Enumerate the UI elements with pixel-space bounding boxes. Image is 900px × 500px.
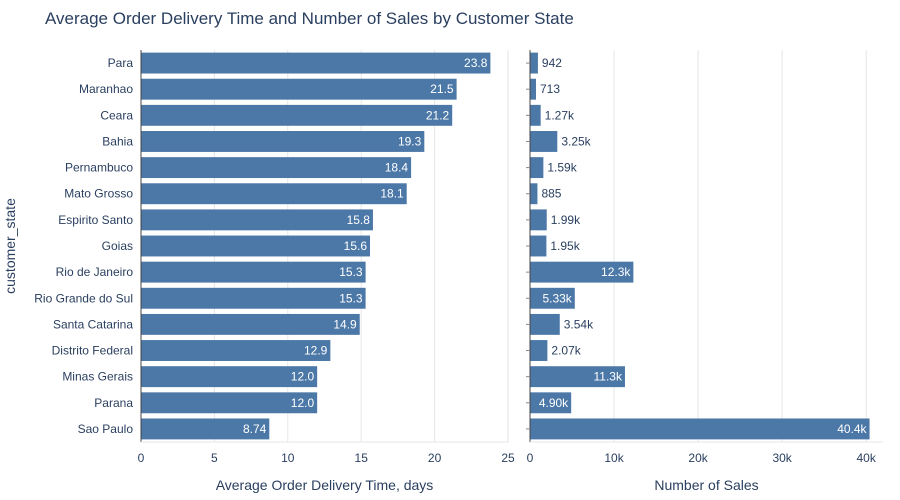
bar-value-label: 11.3k (594, 370, 623, 384)
bar-delivery-time (141, 261, 366, 283)
bar-value-label: 1.59k (547, 161, 577, 175)
bar-sales (530, 235, 547, 257)
bar-delivery-time (141, 209, 373, 231)
bar-sales (530, 313, 560, 335)
bar-value-label: 3.25k (561, 134, 591, 148)
x-tick-label: 25 (501, 451, 515, 465)
bar-value-label: 8.74 (243, 422, 267, 436)
y-tick-label: Goias (102, 239, 133, 253)
bar-sales (530, 52, 538, 74)
x-tick-label: 20k (688, 451, 708, 465)
bar-delivery-time (141, 418, 270, 440)
bar-value-label: 12.3k (601, 265, 631, 279)
y-tick-label: Rio Grande do Sul (34, 291, 133, 305)
bar-value-label: 21.5 (430, 82, 454, 96)
bar-value-label: 18.4 (385, 161, 409, 175)
bar-value-label: 1.95k (550, 239, 580, 253)
y-tick-label: Mato Grosso (64, 187, 133, 201)
bar-delivery-time (141, 104, 453, 126)
x-tick-label: 40k (857, 451, 877, 465)
bar-sales (530, 392, 572, 414)
bar-value-label: 15.3 (339, 265, 363, 279)
bar-value-label: 1.99k (551, 213, 581, 227)
y-tick-label: Pernambuco (65, 161, 133, 175)
bar-value-label: 15.8 (347, 213, 371, 227)
bar-sales (530, 418, 870, 440)
bar-delivery-time (141, 78, 457, 100)
bar-value-label: 23.8 (464, 56, 488, 70)
y-tick-label: Ceara (100, 108, 133, 122)
y-tick-label: Rio de Janeiro (56, 265, 134, 279)
bar-delivery-time (141, 157, 412, 179)
bar-sales (530, 287, 575, 309)
x-tick-label: 5 (211, 451, 218, 465)
y-tick-label: Para (108, 56, 134, 70)
x-tick-label: 0 (527, 451, 534, 465)
x-tick-label: 20 (428, 451, 442, 465)
bar-delivery-time (141, 131, 425, 152)
bar-value-label: 14.9 (333, 317, 357, 331)
x-tick-label: 30k (772, 451, 792, 465)
y-tick-label: Sao Paulo (78, 422, 134, 436)
y-tick-label: Espirito Santo (58, 213, 133, 227)
bar-value-label: 21.2 (426, 108, 450, 122)
bar-sales (530, 183, 538, 205)
y-tick-label: Parana (94, 396, 133, 410)
bar-value-label: 5.33k (542, 291, 572, 305)
bar-delivery-time (141, 183, 407, 205)
bar-delivery-time (141, 340, 331, 361)
bar-value-label: 40.4k (837, 422, 867, 436)
bar-value-label: 18.1 (380, 187, 404, 201)
bar-value-label: 12.0 (291, 396, 315, 410)
x-axis-title: Average Order Delivery Time, days (216, 477, 434, 493)
y-tick-label: Minas Gerais (62, 370, 133, 384)
x-axis-title: Number of Sales (654, 477, 758, 493)
bar-value-label: 15.3 (339, 291, 363, 305)
bar-value-label: 2.07k (551, 344, 581, 358)
bar-delivery-time (141, 52, 491, 74)
bar-value-label: 885 (541, 187, 561, 201)
bar-value-label: 15.6 (344, 239, 368, 253)
bar-value-label: 12.0 (291, 370, 315, 384)
x-tick-label: 15 (355, 451, 369, 465)
bar-value-label: 12.9 (304, 344, 328, 358)
bar-sales (530, 209, 547, 231)
bar-sales (530, 78, 536, 100)
bar-value-label: 19.3 (398, 134, 422, 148)
y-axis-title: customer_state (2, 198, 18, 294)
y-tick-label: Bahia (102, 134, 133, 148)
bar-delivery-time (141, 235, 371, 257)
bar-delivery-time (141, 313, 360, 335)
chart-title: Average Order Delivery Time and Number o… (45, 9, 574, 28)
bar-sales (530, 131, 558, 152)
bar-sales (530, 340, 548, 361)
bar-delivery-time (141, 287, 366, 309)
bar-value-label: 1.27k (545, 108, 575, 122)
x-tick-label: 10k (604, 451, 624, 465)
bar-sales (530, 261, 634, 283)
bar-value-label: 4.90k (539, 396, 569, 410)
bar-sales (530, 157, 544, 179)
y-tick-label: Distrito Federal (52, 344, 133, 358)
x-tick-label: 0 (138, 451, 145, 465)
bar-sales (530, 104, 541, 126)
x-tick-label: 10 (281, 451, 295, 465)
y-tick-label: Maranhao (79, 82, 133, 96)
bar-value-label: 3.54k (564, 317, 594, 331)
bar-delivery-time (141, 392, 318, 414)
y-tick-label: Santa Catarina (53, 317, 133, 331)
bar-sales (530, 366, 625, 388)
bar-delivery-time (141, 366, 318, 388)
bar-value-label: 713 (540, 82, 560, 96)
bar-value-label: 942 (542, 56, 562, 70)
